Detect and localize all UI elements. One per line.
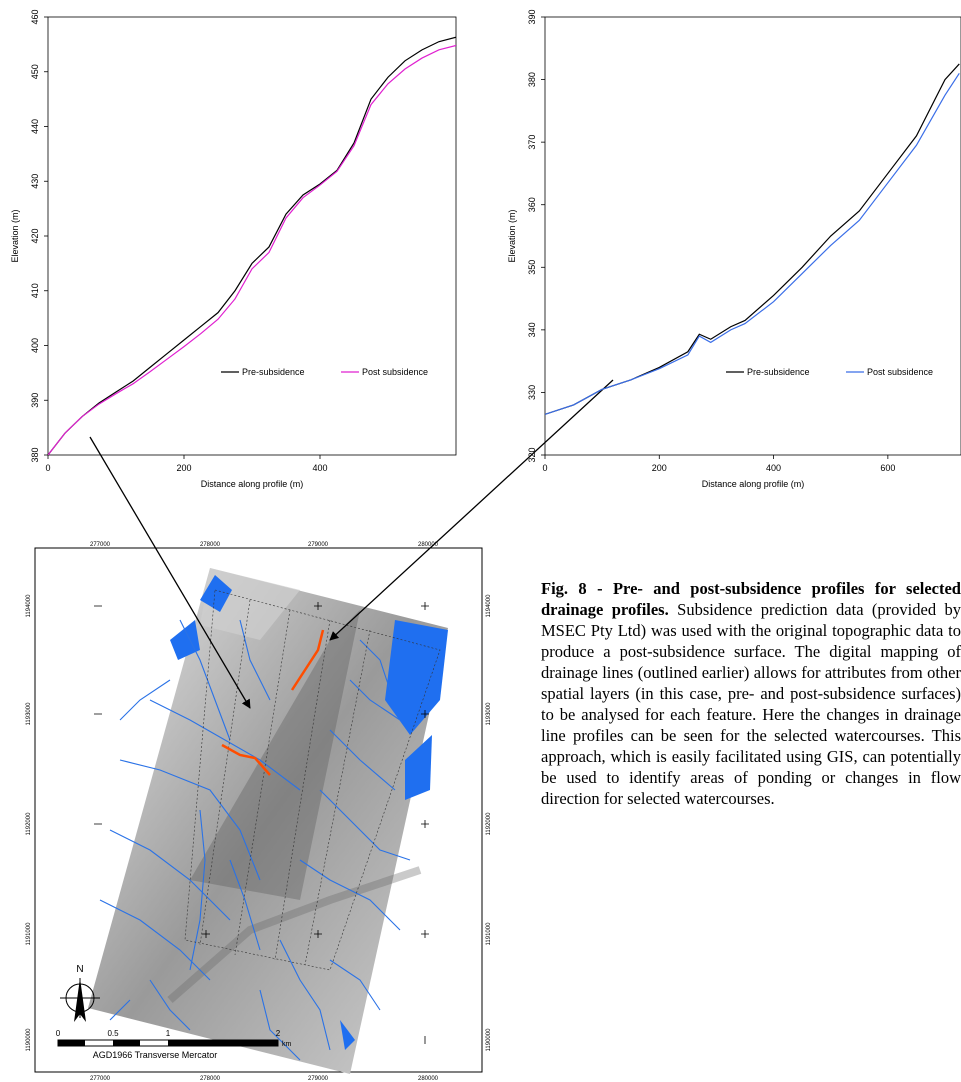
map-x-label: 278000 [200,542,221,548]
map-y-label: 1193000 [26,702,32,726]
north-label: N [76,964,83,975]
scale-label: 0.5 [107,1029,119,1038]
map-y-label: 1192000 [486,812,492,836]
y-tick-label: 410 [30,283,40,298]
y-axis-label: Elevation (m) [507,209,517,262]
legend-label: Pre-subsidence [747,367,810,377]
scale-bar [58,1040,278,1046]
y-tick-label: 380 [527,72,537,87]
series-line [48,45,456,455]
y-tick-label: 330 [527,385,537,400]
y-tick-label: 360 [527,197,537,212]
y-tick-label: 460 [30,9,40,24]
y-tick-label: 420 [30,228,40,243]
y-axis-label: Elevation (m) [10,209,20,262]
map-y-label: 1194000 [26,594,32,618]
y-tick-label: 450 [30,64,40,79]
map-x-label: 280000 [418,1076,439,1082]
page: {"chart_data": [ {"type": "line", "ylabe… [0,0,961,1082]
map-y-label: 1191000 [486,922,492,946]
plot-frame [48,17,456,455]
y-tick-label: 430 [30,174,40,189]
series-line [545,64,959,414]
x-tick-label: 400 [766,463,781,473]
x-tick-label: 400 [312,463,327,473]
y-tick-label: 440 [30,119,40,134]
projection: AGD1966 Transverse Mercator [93,1050,218,1060]
y-tick-label: 340 [527,322,537,337]
map-y-label: 1190000 [26,1028,32,1052]
y-tick-label: 380 [30,447,40,462]
y-tick-label: 390 [30,393,40,408]
y-tick-label: 320 [527,447,537,462]
map-x-label: 280000 [418,542,439,548]
y-tick-label: 390 [527,9,537,24]
map-x-label: 279000 [308,1076,329,1082]
scale-label: 0 [56,1029,61,1038]
series-line [48,37,456,455]
y-tick-label: 370 [527,135,537,150]
map-x-label: 278000 [200,1076,221,1082]
plot-frame [545,17,961,455]
x-axis-label: Distance along profile (m) [201,479,304,489]
map-x-label: 277000 [90,542,111,548]
map-y-label: 1193000 [486,702,492,726]
scale-label: 1 [166,1029,171,1038]
legend-label: Pre-subsidence [242,367,305,377]
legend-label: Post subsidence [362,367,428,377]
map [35,548,482,1074]
map-x-label: 277000 [90,1076,111,1082]
y-tick-label: 350 [527,260,537,275]
map-y-label: 1192000 [26,812,32,836]
series-line [545,73,959,414]
x-tick-label: 0 [542,463,547,473]
x-axis-label: Distance along profile (m) [702,479,805,489]
x-tick-label: 600 [880,463,895,473]
legend-label: Post subsidence [867,367,933,377]
map-y-label: 1191000 [26,922,32,946]
y-tick-label: 400 [30,338,40,353]
scale-unit: km [282,1041,292,1048]
x-tick-label: 0 [45,463,50,473]
scale-label: 2 [276,1029,281,1038]
x-tick-label: 200 [652,463,667,473]
map-y-label: 1194000 [486,594,492,618]
map-y-label: 1190000 [486,1028,492,1052]
caption: Fig. 8 - Pre- and post-subsidence profil… [541,578,961,1058]
x-tick-label: 200 [176,463,191,473]
map-x-label: 279000 [308,542,329,548]
caption-body: Subsidence prediction data (provided by … [541,600,961,808]
